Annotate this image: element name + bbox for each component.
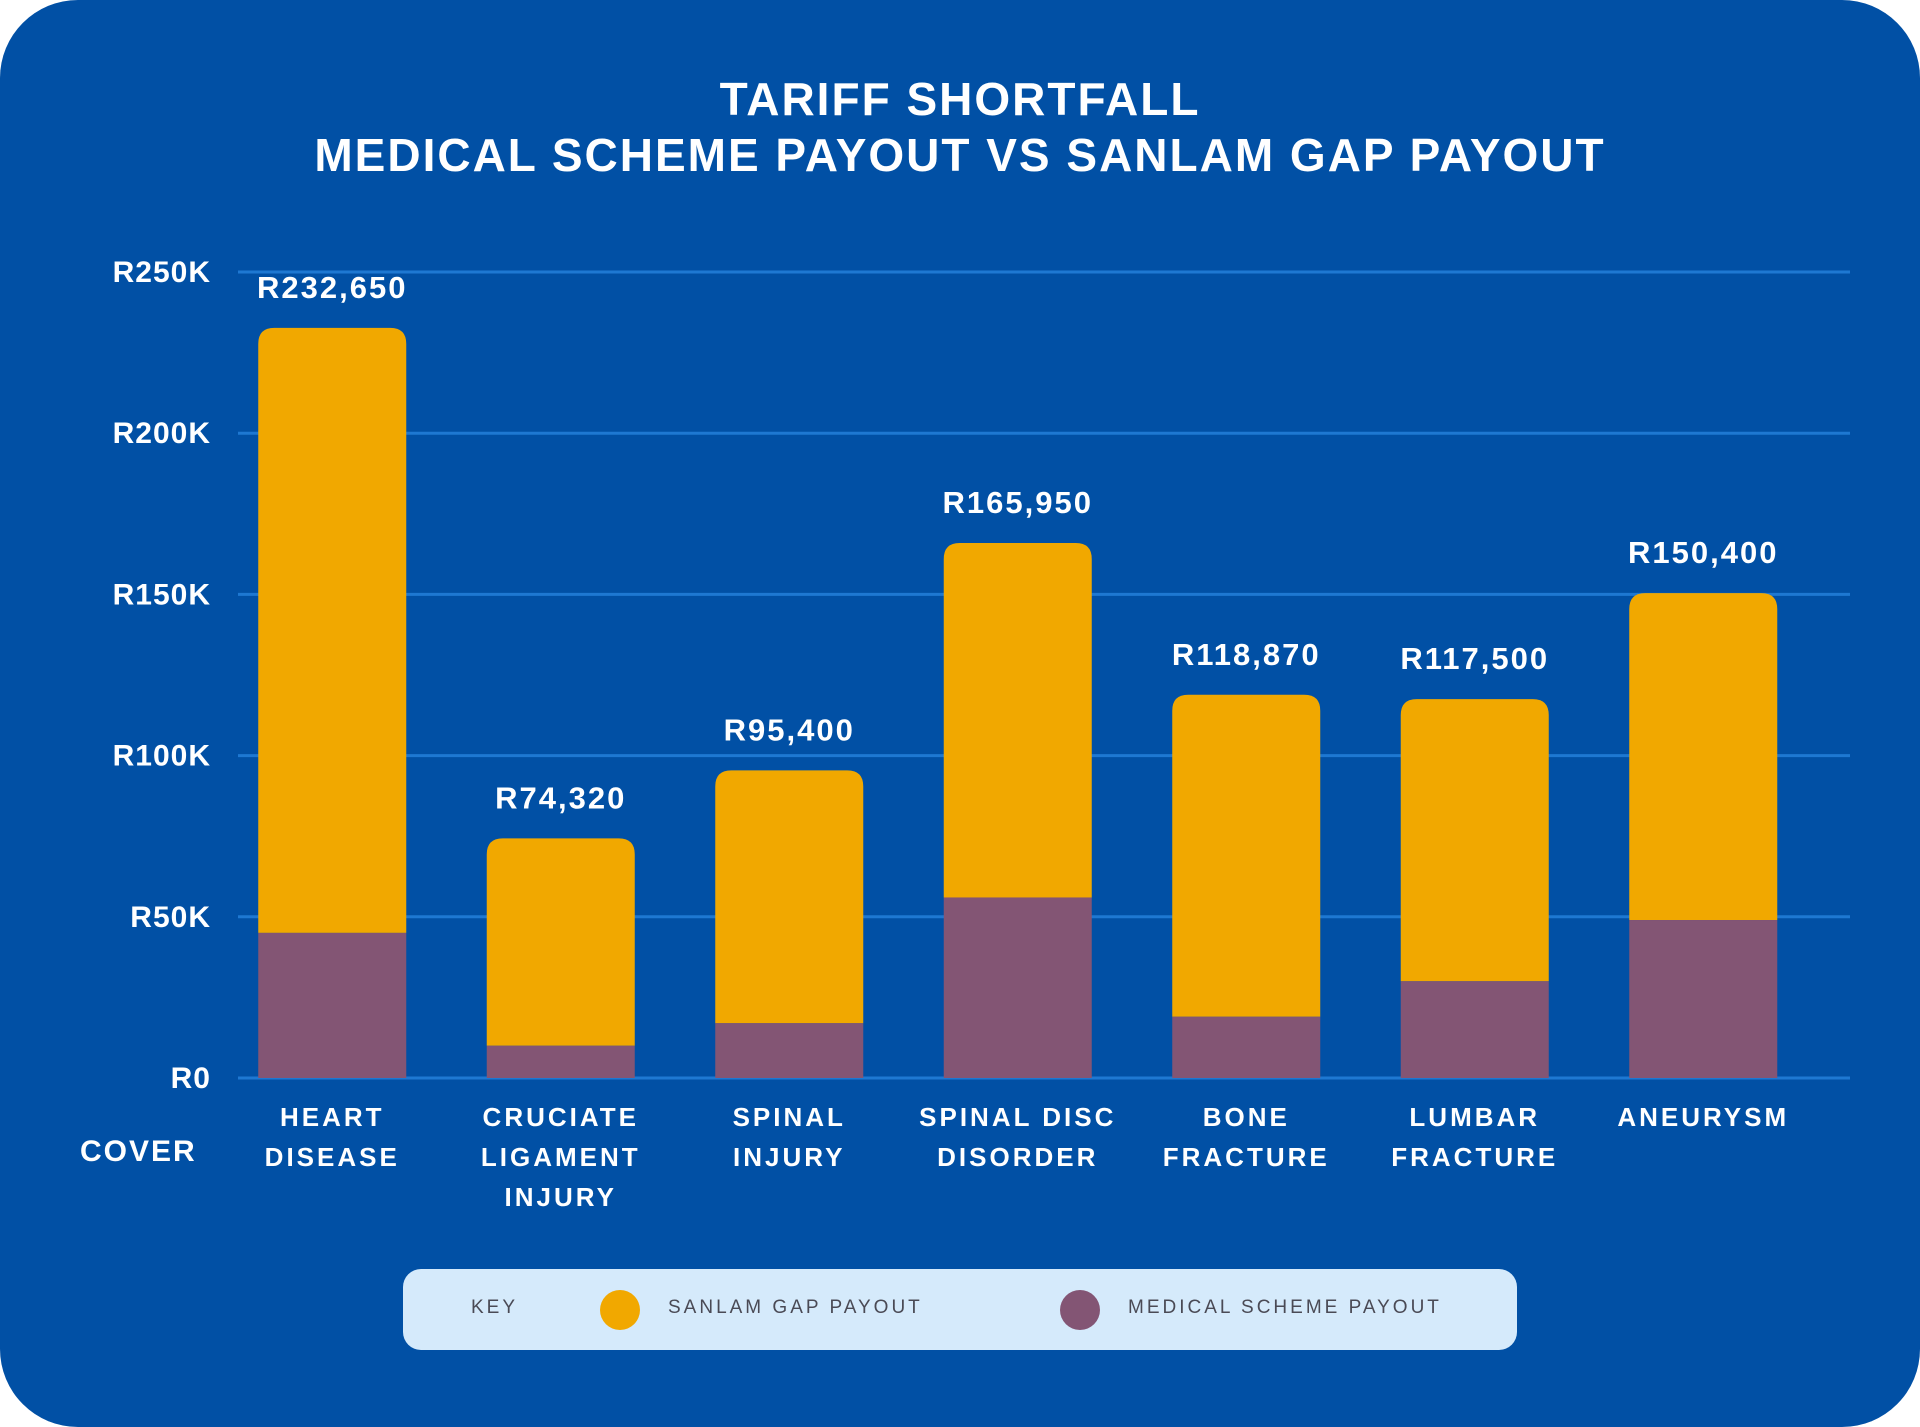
bar-medical-scheme-payout (943, 897, 1092, 1078)
x-tick-label: ANEURYSM (1617, 1102, 1789, 1132)
x-axis-label: COVER (80, 1135, 197, 1168)
y-tick-label: R150K (113, 578, 211, 611)
legend-swatch-sanlam (600, 1290, 640, 1330)
bar-total-label: R74,320 (495, 780, 626, 815)
bar-medical-scheme-payout (1629, 920, 1778, 1078)
bar-sanlam-gap-payout (258, 327, 407, 933)
y-tick-label: R0 (171, 1062, 211, 1095)
x-tick-label: DISEASE (265, 1142, 400, 1172)
x-tick-label: INJURY (505, 1182, 617, 1212)
bar-sanlam-gap-payout (1172, 694, 1321, 1017)
y-tick-label: R50K (130, 901, 211, 934)
bar-sanlam-gap-payout (1400, 699, 1549, 982)
x-tick-label: SPINAL (733, 1102, 846, 1132)
bar-sanlam-gap-payout (715, 770, 864, 1024)
x-tick-label: LIGAMENT (481, 1142, 641, 1172)
bar-medical-scheme-payout (1172, 1016, 1321, 1078)
bar-total-label: R150,400 (1628, 535, 1778, 570)
x-tick-label: INJURY (733, 1142, 845, 1172)
legend-key-label: KEY (471, 1297, 519, 1318)
x-tick-label: BONE (1203, 1102, 1290, 1132)
legend-label-medical: MEDICAL SCHEME PAYOUT (1128, 1297, 1442, 1318)
chart-title: TARIFF SHORTFALL (719, 73, 1201, 125)
bar-medical-scheme-payout (1400, 981, 1549, 1078)
bar-total-label: R165,950 (943, 485, 1093, 520)
bar-medical-scheme-payout (715, 1023, 864, 1078)
x-tick-label: SPINAL DISC (919, 1102, 1116, 1132)
y-tick-label: R100K (113, 740, 211, 773)
legend-label-sanlam: SANLAM GAP PAYOUT (668, 1297, 923, 1318)
x-tick-label: LUMBAR (1409, 1102, 1540, 1132)
legend-swatch-medical (1060, 1290, 1100, 1330)
legend: KEY SANLAM GAP PAYOUT MEDICAL SCHEME PAY… (403, 1269, 1517, 1350)
bar-total-label: R117,500 (1400, 641, 1549, 676)
x-tick-label: CRUCIATE (483, 1102, 639, 1132)
bar-medical-scheme-payout (258, 932, 407, 1078)
y-tick-label: R250K (113, 256, 211, 289)
bar-sanlam-gap-payout (486, 838, 635, 1046)
bar-total-label: R118,870 (1172, 637, 1321, 672)
x-tick-label: FRACTURE (1163, 1142, 1330, 1172)
bar-sanlam-gap-payout (943, 542, 1092, 898)
bar-sanlam-gap-payout (1629, 593, 1778, 921)
chart-subtitle: MEDICAL SCHEME PAYOUT VS SANLAM GAP PAYO… (314, 129, 1606, 181)
bar-medical-scheme-payout (486, 1045, 635, 1078)
bar-total-label: R95,400 (724, 712, 855, 747)
y-tick-label: R200K (113, 417, 211, 450)
x-tick-label: DISORDER (937, 1142, 1098, 1172)
bar-total-label: R232,650 (257, 270, 407, 305)
x-tick-label: FRACTURE (1391, 1142, 1558, 1172)
x-tick-label: HEART (280, 1102, 385, 1132)
